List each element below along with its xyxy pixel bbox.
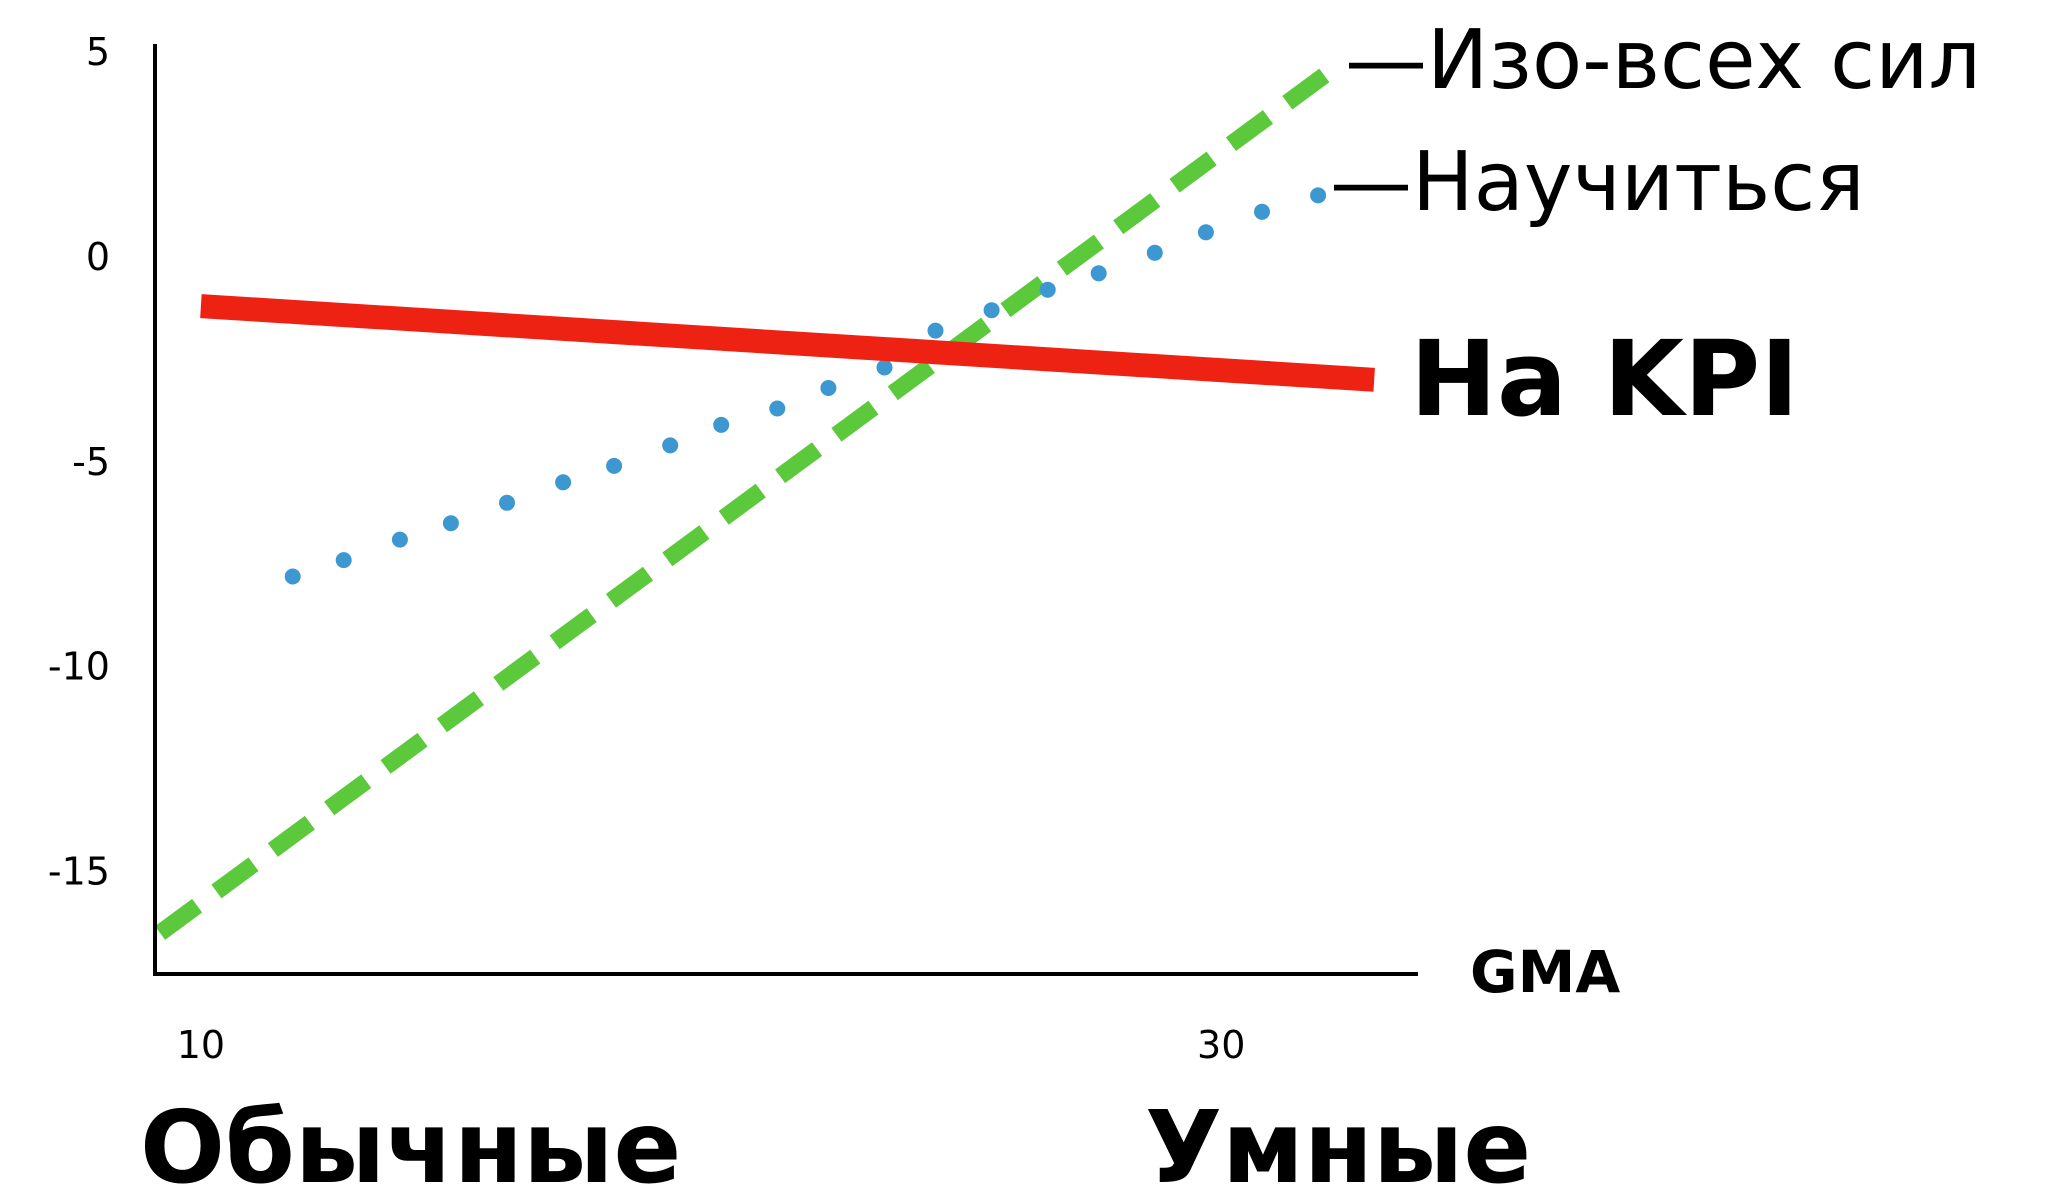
axes-layer: 5 0 -5 -10 -15 10 30 GMA [48, 30, 1620, 1067]
data-point [1254, 203, 1270, 220]
y-tick-label: -15 [48, 850, 110, 894]
series-line-series-1 [155, 65, 1334, 940]
data-point [662, 437, 679, 454]
data-point [927, 322, 944, 339]
series-series-2 [284, 187, 1327, 585]
category-label: Умные [1145, 1089, 1531, 1185]
data-point [876, 359, 893, 376]
data-point [606, 457, 623, 474]
data-point [1090, 265, 1107, 282]
data-point [1146, 244, 1163, 261]
category-label: Обычные [140, 1089, 681, 1185]
data-point [1039, 281, 1056, 298]
data-point [555, 474, 572, 491]
data-point [1310, 187, 1327, 204]
x-axis-label: GMA [1470, 938, 1620, 1006]
data-point [335, 552, 352, 569]
data-point [499, 494, 515, 511]
data-point [769, 400, 786, 417]
label-layer: Обычные Умные —Изо-всех сил —Научиться На KP… [140, 13, 1981, 1185]
y-tick-label: 0 [86, 235, 110, 279]
series-label-series-1: —Изо-всех сил [1345, 13, 1981, 108]
x-tick-label: 30 [1197, 1023, 1245, 1067]
series-layer [155, 65, 1375, 940]
series-label-kpi: На KPI [1410, 318, 1799, 440]
data-point [442, 515, 459, 532]
data-point [284, 568, 301, 585]
x-tick-label: 10 [177, 1023, 225, 1067]
series-label-series-2: —Научиться [1330, 135, 1865, 230]
y-tick-label: 5 [86, 30, 110, 74]
data-point [713, 416, 730, 433]
data-point [820, 380, 837, 396]
data-point [391, 531, 408, 548]
series-line-kpi [200, 294, 1375, 392]
y-tick-label: -5 [72, 440, 110, 484]
y-tick-label: -10 [48, 645, 110, 689]
data-point [983, 302, 1000, 319]
data-point [1197, 224, 1214, 241]
